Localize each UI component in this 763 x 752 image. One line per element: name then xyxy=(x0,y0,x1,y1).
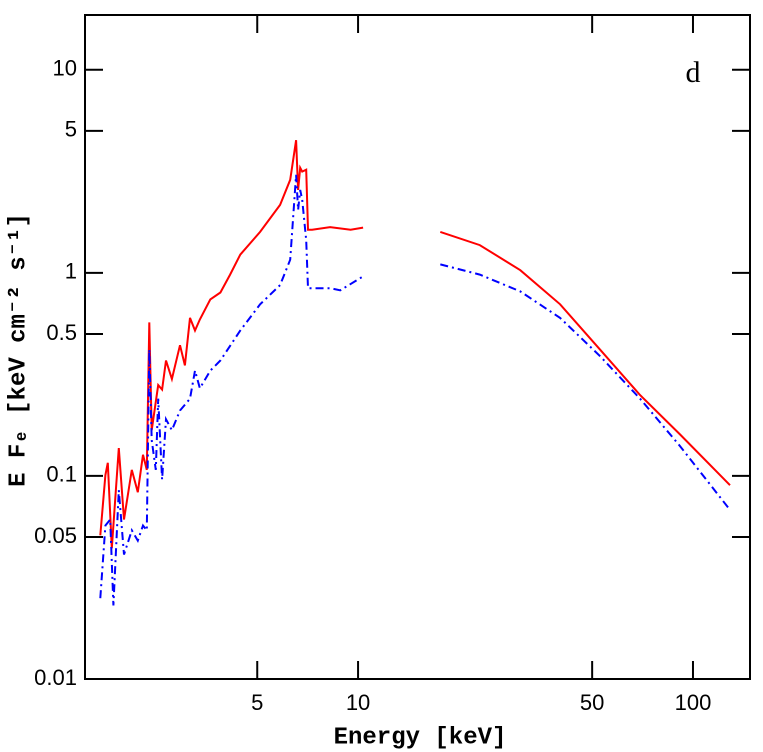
plot-frame xyxy=(84,14,751,680)
series-line xyxy=(99,140,731,549)
x-tick-label: 50 xyxy=(580,690,604,715)
y-tick-label: 5 xyxy=(65,117,77,142)
y-tick-label: 0.1 xyxy=(46,462,77,487)
series-line xyxy=(99,174,731,606)
panel-label: d xyxy=(686,56,701,89)
x-tick-label: 100 xyxy=(675,690,712,715)
y-axis-title: E Fₑ [keV cm⁻² s⁻¹] xyxy=(5,213,32,487)
y-tick-label: 0.5 xyxy=(46,320,77,345)
y-tick-label: 1 xyxy=(65,259,77,284)
x-axis-title: Energy [keV] xyxy=(334,724,507,751)
x-tick-label: 10 xyxy=(346,690,370,715)
y-tick-label: 10 xyxy=(53,56,77,81)
x-tick-label: 5 xyxy=(251,690,263,715)
y-tick-label: 0.05 xyxy=(34,523,77,548)
y-tick-label: 0.01 xyxy=(34,665,77,690)
